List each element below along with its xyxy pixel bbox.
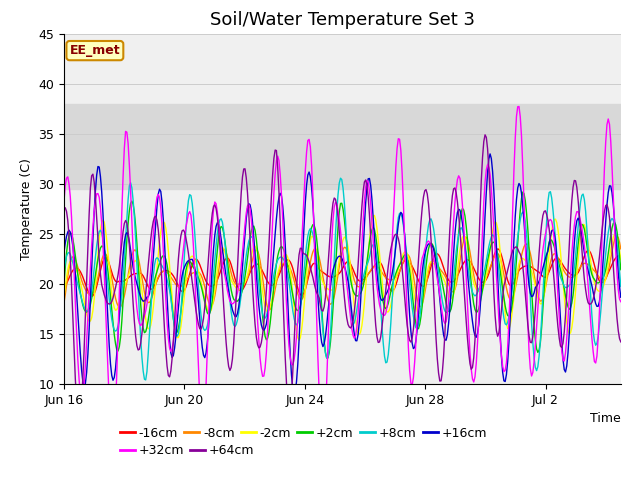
Bar — [64, 104, 621, 189]
Legend: +32cm, +64cm: +32cm, +64cm — [115, 439, 260, 462]
Y-axis label: Temperature (C): Temperature (C) — [20, 158, 33, 260]
Title: Soil/Water Temperature Set 3: Soil/Water Temperature Set 3 — [210, 11, 475, 29]
X-axis label: Time: Time — [590, 412, 621, 425]
Text: EE_met: EE_met — [70, 44, 120, 57]
